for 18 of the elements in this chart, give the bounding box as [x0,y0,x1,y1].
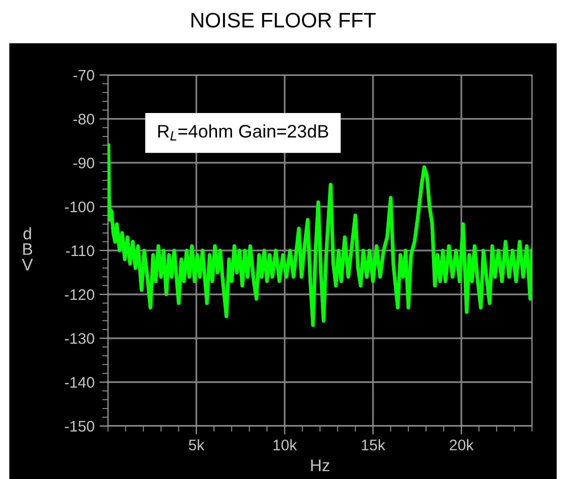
y-tick-label: -140 [64,376,94,388]
x-tick-label: 10k [274,439,298,450]
y-tick-label: -70 [73,70,94,81]
x-tick-label: 15k [362,439,386,450]
x-tick-label: 5k [188,439,204,450]
line-series [108,143,532,327]
y-tick-label: -130 [64,333,94,344]
x-axis-title: Hz [311,460,330,472]
y-tick-label: -120 [64,289,94,300]
chart-title: NOISE FLOOR FFT [192,12,376,28]
y-tick-label: -110 [66,245,94,256]
y-tick-label: -150 [64,420,94,432]
y-tick-label: -80 [73,114,94,125]
annotation: R$_{L}$=4ohm Gain=23dB [158,124,328,140]
y-tick-label: -100 [64,201,94,212]
y-tick-label: -90 [73,158,94,168]
y-axis-title: dBV [22,227,33,270]
x-tick-label: 20k [450,439,474,450]
